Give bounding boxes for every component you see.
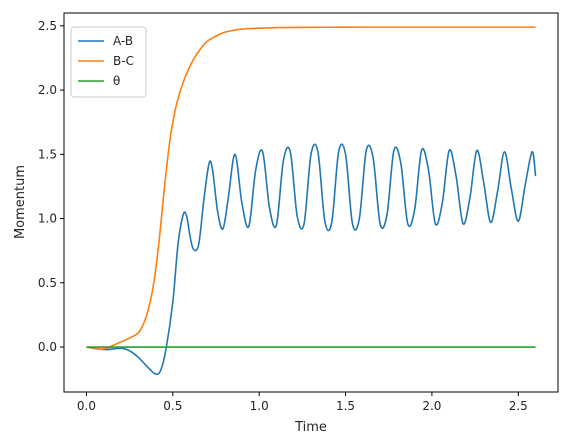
x-tick-label: 1.0 <box>250 399 269 413</box>
x-tick-label: 0.0 <box>77 399 96 413</box>
y-tick-label: 2.0 <box>38 83 57 97</box>
y-axis-label: Momentum <box>13 165 28 239</box>
x-tick-label: 2.0 <box>422 399 441 413</box>
series-line-1 <box>86 26 536 350</box>
series-lines <box>86 26 537 376</box>
series-line-0 <box>86 143 537 376</box>
y-tick-label: 0.5 <box>38 276 57 290</box>
legend-label: A-B <box>113 34 133 48</box>
x-tick-label: 1.5 <box>336 399 355 413</box>
y-tick-label: 2.5 <box>38 19 57 33</box>
x-axis-label: Time <box>294 420 327 435</box>
y-tick-label: 1.5 <box>38 147 57 161</box>
x-tick-label: 2.5 <box>509 399 528 413</box>
x-axis-ticks: 0.0 0.5 1.0 1.5 2.0 2.5 <box>77 392 528 413</box>
legend-label: θ <box>113 74 120 88</box>
legend-box <box>70 26 147 98</box>
plot-frame <box>63 12 559 393</box>
legend: A-B B-C θ <box>70 26 147 98</box>
y-tick-label: 0.0 <box>38 340 57 354</box>
y-axis-ticks: 0.0 0.5 1.0 1.5 2.0 2.5 <box>38 19 64 354</box>
y-tick-label: 1.0 <box>38 212 57 226</box>
x-tick-label: 0.5 <box>163 399 182 413</box>
legend-label: B-C <box>113 54 134 68</box>
